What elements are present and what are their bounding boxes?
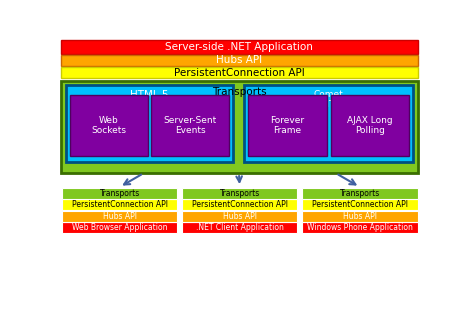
FancyBboxPatch shape bbox=[183, 223, 297, 233]
FancyBboxPatch shape bbox=[151, 95, 229, 156]
FancyBboxPatch shape bbox=[61, 40, 418, 54]
Text: Windows Phone Application: Windows Phone Application bbox=[307, 223, 413, 232]
Text: Transports: Transports bbox=[212, 87, 267, 97]
Text: Transports: Transports bbox=[219, 189, 260, 198]
Text: Comet
(Long-Held HTTP Request): Comet (Long-Held HTTP Request) bbox=[270, 90, 388, 110]
Text: Server-side .NET Application: Server-side .NET Application bbox=[165, 42, 313, 52]
FancyBboxPatch shape bbox=[70, 95, 148, 156]
FancyBboxPatch shape bbox=[66, 85, 233, 162]
FancyBboxPatch shape bbox=[248, 95, 327, 156]
FancyBboxPatch shape bbox=[62, 223, 177, 233]
FancyBboxPatch shape bbox=[61, 81, 418, 173]
Text: PersistentConnection API: PersistentConnection API bbox=[312, 200, 408, 209]
Text: HTML 5: HTML 5 bbox=[130, 90, 169, 100]
Text: PersistentConnection API: PersistentConnection API bbox=[174, 68, 304, 78]
FancyBboxPatch shape bbox=[62, 211, 177, 222]
Text: Hubs API: Hubs API bbox=[103, 212, 137, 221]
Text: .NET Client Application: .NET Client Application bbox=[196, 223, 283, 232]
Text: AJAX Long
Polling: AJAX Long Polling bbox=[347, 116, 393, 135]
FancyBboxPatch shape bbox=[62, 199, 177, 210]
FancyBboxPatch shape bbox=[183, 199, 297, 210]
Text: Server-Sent
Events: Server-Sent Events bbox=[163, 116, 217, 135]
Text: Transports: Transports bbox=[99, 189, 140, 198]
FancyBboxPatch shape bbox=[183, 211, 297, 222]
Text: PersistentConnection API: PersistentConnection API bbox=[71, 200, 168, 209]
FancyBboxPatch shape bbox=[61, 55, 418, 66]
FancyBboxPatch shape bbox=[302, 199, 418, 210]
FancyBboxPatch shape bbox=[183, 188, 297, 199]
FancyBboxPatch shape bbox=[331, 95, 410, 156]
Text: Transports: Transports bbox=[340, 189, 380, 198]
Text: Hubs API: Hubs API bbox=[223, 212, 257, 221]
FancyBboxPatch shape bbox=[302, 188, 418, 199]
FancyBboxPatch shape bbox=[62, 188, 177, 199]
FancyBboxPatch shape bbox=[302, 211, 418, 222]
FancyBboxPatch shape bbox=[61, 67, 418, 78]
Text: Hubs API: Hubs API bbox=[216, 55, 262, 65]
Text: Forever
Frame: Forever Frame bbox=[270, 116, 304, 135]
Text: Web Browser Application: Web Browser Application bbox=[72, 223, 167, 232]
Text: PersistentConnection API: PersistentConnection API bbox=[192, 200, 288, 209]
Text: Hubs API: Hubs API bbox=[343, 212, 377, 221]
Text: Web
Sockets: Web Sockets bbox=[91, 116, 126, 135]
FancyBboxPatch shape bbox=[244, 85, 413, 162]
FancyBboxPatch shape bbox=[302, 223, 418, 233]
